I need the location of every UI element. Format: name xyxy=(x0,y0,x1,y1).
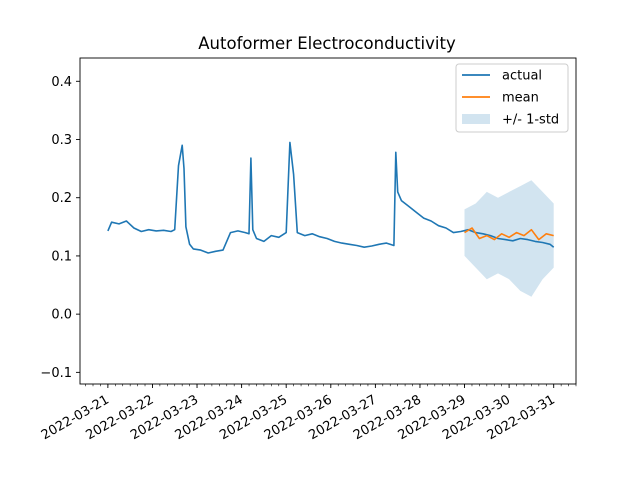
legend-swatch-band xyxy=(462,114,490,124)
legend-label: +/- 1-std xyxy=(502,113,559,128)
y-tick-label: 0.1 xyxy=(51,249,72,264)
legend-box xyxy=(455,63,569,133)
plot-area xyxy=(107,141,555,297)
series-line-mean xyxy=(464,227,554,241)
std-band xyxy=(464,180,554,297)
chart-title: Autoformer Electroconductivity xyxy=(198,34,456,53)
y-tick-label: −0.1 xyxy=(40,366,72,381)
y-tick-label: 0.3 xyxy=(51,133,72,148)
legend-label: actual xyxy=(502,69,542,84)
y-tick-label: 0.4 xyxy=(51,75,72,90)
axes-frame xyxy=(79,57,577,385)
y-tick-label: 0.2 xyxy=(51,191,72,206)
y-tick-label: 0.0 xyxy=(51,308,72,323)
legend-label: mean xyxy=(502,91,539,106)
legend: actual mean +/- 1-std xyxy=(455,63,569,133)
